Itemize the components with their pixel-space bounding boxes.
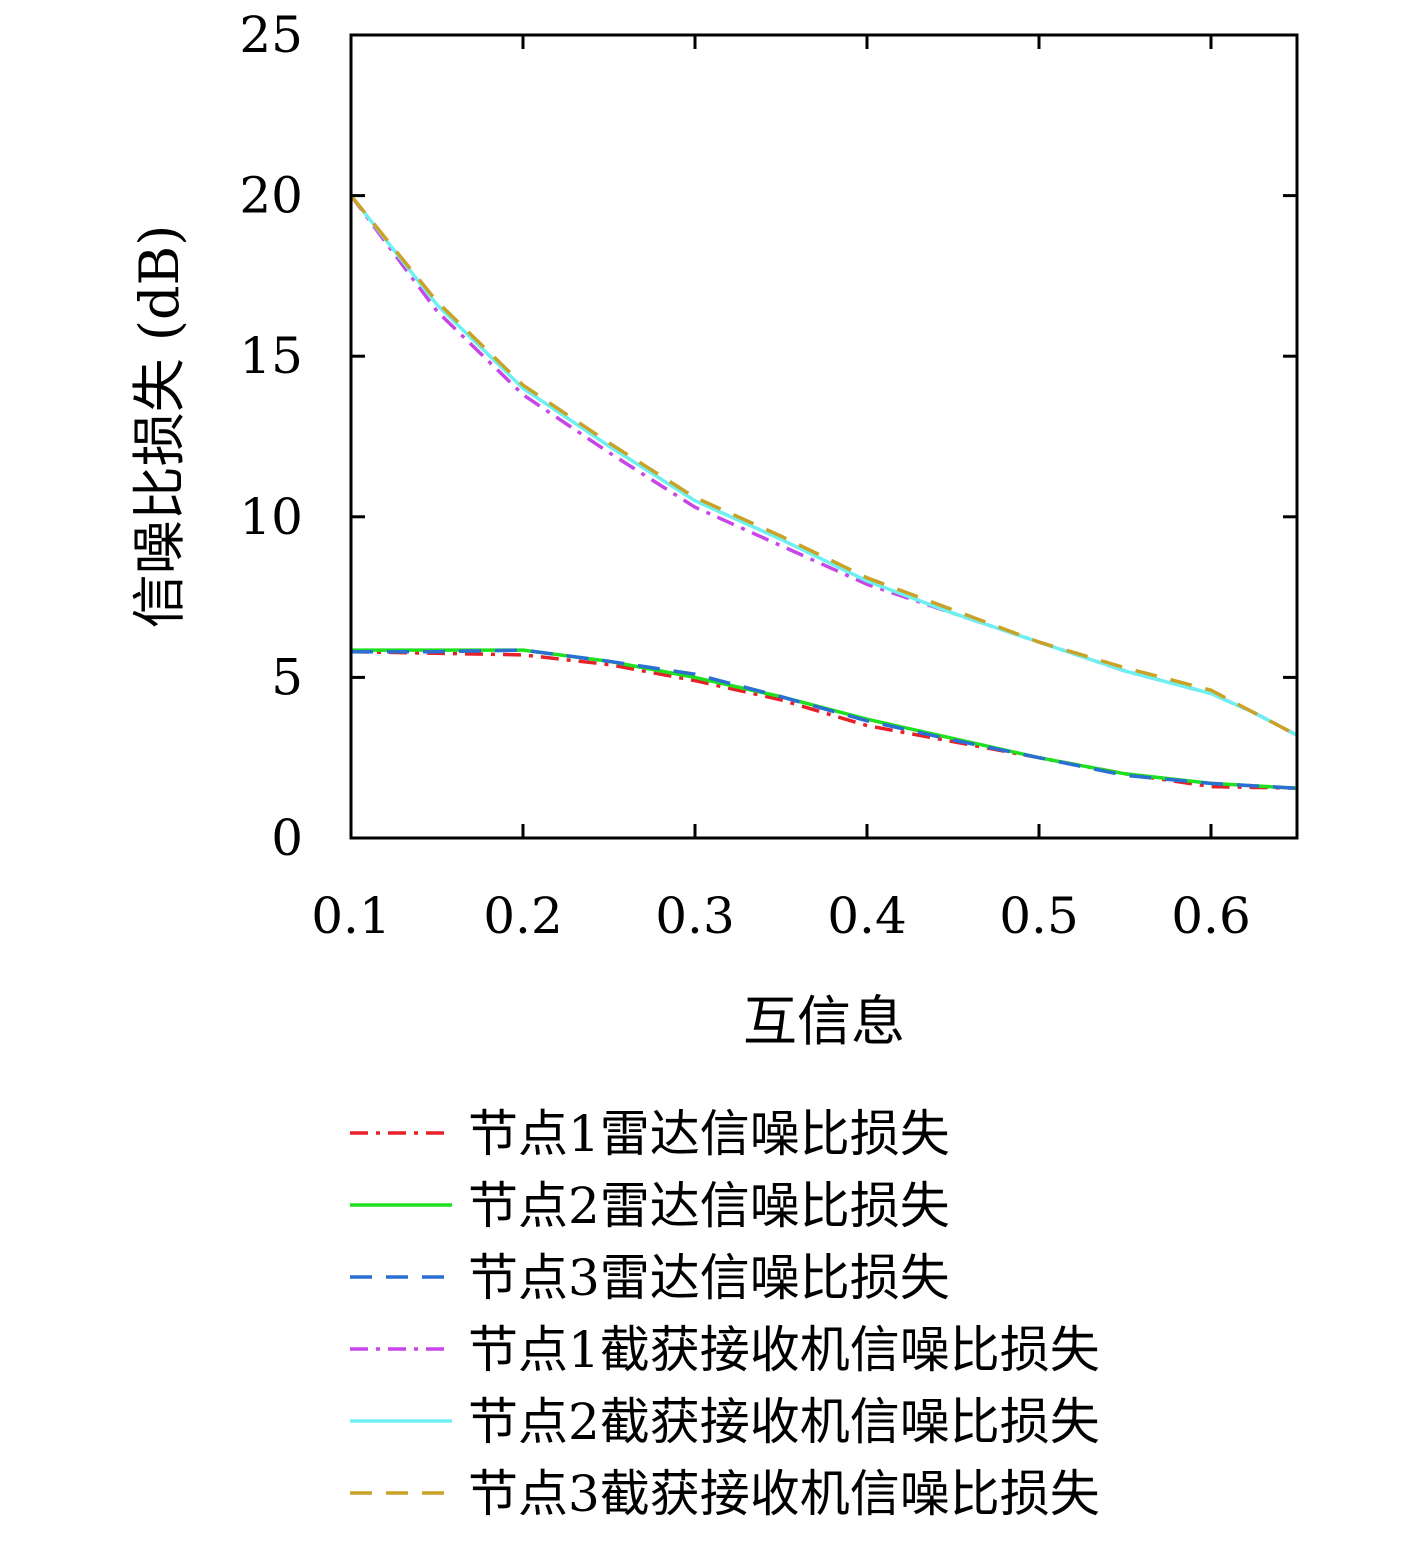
- legend-label: 节点3截获接收机信噪比损失: [468, 1465, 1100, 1523]
- x-tick-label: 0.6: [1171, 887, 1251, 945]
- legend-label: 节点2截获接收机信噪比损失: [468, 1393, 1100, 1451]
- series-line-6: [349, 194, 1298, 737]
- series-line-5: [349, 194, 1298, 737]
- series-line-2: [351, 648, 1298, 790]
- x-axis-label: 互信息: [743, 990, 905, 1053]
- legend: 节点1雷达信噪比损失节点2雷达信噪比损失节点3雷达信噪比损失节点1截获接收机信噪…: [350, 1105, 1100, 1523]
- y-tick-label: 10: [239, 488, 303, 546]
- legend-label: 节点1雷达信噪比损失: [468, 1105, 950, 1163]
- tick-labels: 0.1 0.2 0.3 0.4 0.5 0.6 0 5 10 15 20 25: [239, 6, 1250, 945]
- series-line-4: [349, 194, 1298, 737]
- y-tick-label: 5: [271, 648, 303, 706]
- plot-lines: [349, 194, 1298, 790]
- legend-label: 节点1截获接收机信噪比损失: [468, 1321, 1100, 1379]
- series-line-1: [350, 649, 1298, 790]
- y-tick-label: 0: [271, 809, 303, 867]
- series-line-3: [351, 648, 1298, 790]
- axis-ticks: [349, 33, 1297, 840]
- y-tick-label: 15: [239, 327, 303, 385]
- x-tick-label: 0.1: [311, 887, 391, 945]
- y-tick-label: 25: [239, 6, 303, 64]
- legend-label: 节点2雷达信噪比损失: [468, 1177, 950, 1235]
- y-tick-label: 20: [239, 167, 303, 225]
- x-tick-label: 0.4: [827, 887, 907, 945]
- x-tick-label: 0.5: [999, 887, 1079, 945]
- x-tick-label: 0.2: [483, 887, 563, 945]
- legend-label: 节点3雷达信噪比损失: [468, 1249, 950, 1307]
- x-tick-label: 0.3: [655, 887, 735, 945]
- y-axis-label: 信噪比损失 (dB): [128, 225, 191, 629]
- plot-frame: [349, 33, 1299, 840]
